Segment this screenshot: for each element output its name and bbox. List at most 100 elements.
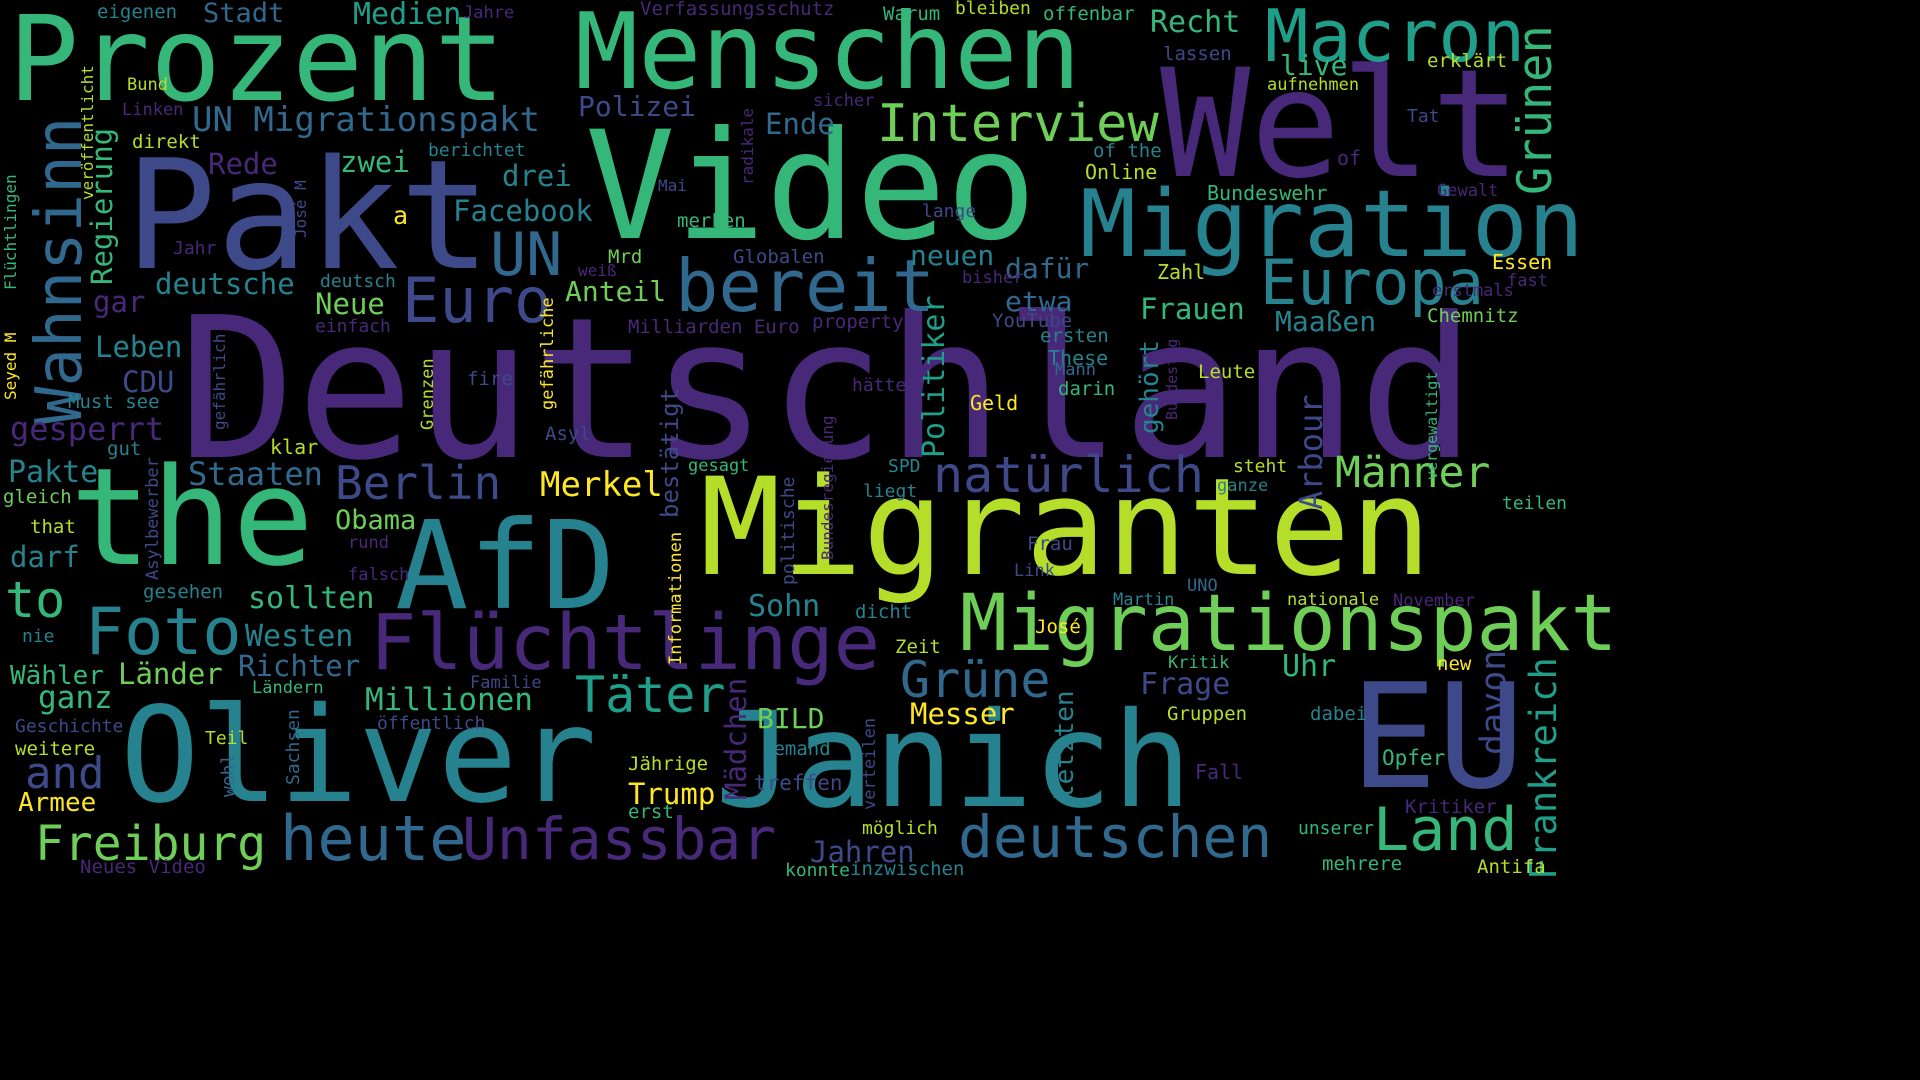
word-westen: Westen <box>245 619 354 654</box>
word-frauen: Frauen <box>1140 292 1245 326</box>
word-etwa: etwa <box>1005 285 1073 318</box>
word-zahl: Zahl <box>1157 260 1206 284</box>
word-of: of <box>1337 146 1362 170</box>
word-the: the <box>70 439 314 596</box>
word-teil: Teil <box>205 728 249 749</box>
word-trump: Trump <box>628 777 716 811</box>
word-november: November <box>1393 591 1475 611</box>
word-property: property <box>812 311 904 333</box>
word-jahren: Jahren <box>810 835 915 869</box>
word-antifa: Antifa <box>1477 856 1546 878</box>
word-weiss: weiß <box>578 261 617 280</box>
word-geschichte: Geschichte <box>15 716 124 737</box>
word-neues-video: Neues Video <box>80 856 206 878</box>
word-these: These <box>1048 346 1109 370</box>
word-janich: Janich <box>715 684 1192 838</box>
word-waehler: Wähler <box>10 661 104 691</box>
word-cdu: CDU <box>122 365 175 399</box>
word-video: Video <box>585 100 1037 274</box>
word-dafuer: dafür <box>1005 252 1090 285</box>
word-tat: Tat <box>1407 106 1440 127</box>
word-asyl: Asyl <box>545 423 591 445</box>
word-eigenen: eigenen <box>97 1 178 23</box>
word-fall: Fall <box>1195 760 1244 784</box>
word-arbour: Arbour <box>1292 394 1330 510</box>
word-richter: Richter <box>238 649 361 683</box>
word-lassen: lassen <box>1163 43 1232 65</box>
word-anteil: Anteil <box>565 275 667 308</box>
word-live: live <box>1280 49 1348 82</box>
word-facebook: Facebook <box>453 194 593 228</box>
word-macron: Macron <box>1265 0 1526 78</box>
word-dabei: dabei <box>1310 703 1368 725</box>
word-un-migrationspakt: UN Migrationspakt <box>192 100 540 140</box>
word-menschen: Menschen <box>575 0 1081 113</box>
word-eu: EU <box>1350 653 1525 822</box>
word-fluechtlingen: Flüchtlingen <box>1 174 20 290</box>
word-sicher: sicher <box>813 91 875 111</box>
word-dicht: dicht <box>855 601 913 623</box>
word-falsch: falsch <box>348 565 410 585</box>
word-jose: José <box>1035 616 1081 638</box>
word-jose-m: José M <box>291 180 310 238</box>
word-frage: Frage <box>1140 667 1231 702</box>
word-darf: darf <box>10 540 80 574</box>
word-kritiker: Kritiker <box>1405 796 1497 818</box>
word-maenner: Männer <box>1335 448 1491 498</box>
word-heute: heute <box>280 802 467 875</box>
word-neuen: neuen <box>910 239 995 272</box>
word-deutschland: Deutschland <box>178 276 1477 504</box>
word-kritik: Kritik <box>1168 653 1230 673</box>
word-stadt: Stadt <box>203 0 285 29</box>
word-recht: Recht <box>1150 5 1241 40</box>
word-einfach: einfach <box>315 316 391 337</box>
word-mehrere: mehrere <box>1322 853 1403 875</box>
word-veroeffentlicht: veröffentlicht <box>78 65 97 200</box>
word-uhr: Uhr <box>1282 649 1337 684</box>
word-bundestag: Bundestag <box>1163 338 1181 420</box>
word-nie: nie <box>22 626 55 647</box>
word-ende: Ende <box>765 107 835 141</box>
word-martin: Martin <box>1113 590 1175 610</box>
word-laender: Länder <box>118 657 223 691</box>
word-deutsch: deutsch <box>320 271 396 292</box>
word-chemnitz: Chemnitz <box>1427 305 1519 327</box>
word-steht: steht <box>1233 456 1288 477</box>
word-teilen: teilen <box>1502 493 1568 514</box>
word-euro: Euro <box>402 264 552 337</box>
word-ganz: ganz <box>38 680 113 716</box>
word-moeglich: möglich <box>862 818 938 839</box>
word-gewalt: Gewalt <box>1437 181 1499 201</box>
word-jaehrige: Jährige <box>628 753 709 775</box>
word-oliver: Oliver <box>120 679 597 833</box>
word-unserer: unserer <box>1298 818 1374 839</box>
word-drei: drei <box>502 159 572 193</box>
word-familie: Familie <box>470 673 542 693</box>
word-land: Land <box>1373 795 1518 865</box>
word-laendern: Ländern <box>252 678 324 698</box>
word-gruenen: Grünen <box>1508 25 1563 195</box>
word-frau: Frau <box>1027 533 1073 555</box>
word-pakt: Pakt <box>125 127 492 304</box>
word-obama: Obama <box>335 505 417 536</box>
word-berichtet: berichtet <box>428 140 526 161</box>
word-welt: Welt <box>1160 38 1522 212</box>
word-berlin: Berlin <box>335 456 502 510</box>
word-opfer: Opfer <box>1382 746 1446 770</box>
word-bereit: bereit <box>675 244 936 328</box>
word-radikale: radikale <box>738 107 757 185</box>
word-verteilen: verteilen <box>860 717 880 810</box>
word-fast: fast <box>1507 271 1548 291</box>
word-jemand: jemand <box>762 738 831 760</box>
word-fire: fire <box>467 368 513 390</box>
word-erstmals: erstmals <box>1432 281 1514 301</box>
word-erst: erst <box>628 801 674 823</box>
word-bild: BILD <box>757 702 825 735</box>
word-medien: Medien <box>353 0 462 32</box>
word-milliarden-euro: Milliarden Euro <box>628 316 800 338</box>
word-messer: Messer <box>910 697 1015 731</box>
word-direkt: direkt <box>132 131 201 153</box>
word-merkel: Merkel <box>540 465 663 505</box>
word-afd: AfD <box>395 495 616 637</box>
